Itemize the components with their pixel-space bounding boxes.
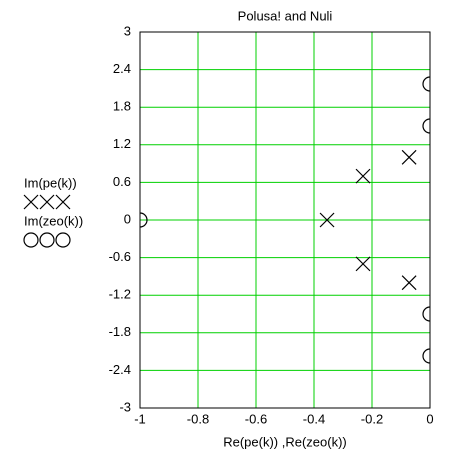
x-tick-label: -1 xyxy=(134,411,146,426)
x-marker xyxy=(401,149,417,165)
y-tick-label: -3 xyxy=(119,399,131,414)
marks xyxy=(140,76,430,364)
legend-label: Im(pe(k)) xyxy=(24,175,77,190)
y-tick-label: -1.2 xyxy=(109,287,131,302)
y-tick-label: 0 xyxy=(124,211,131,226)
x-marker xyxy=(23,194,39,210)
x-marker xyxy=(319,212,335,228)
y-tick-label: 2.4 xyxy=(113,61,131,76)
o-marker xyxy=(422,118,430,134)
x-marker xyxy=(39,194,55,210)
y-tick-label: -0.6 xyxy=(109,249,131,264)
y-tick-label: 1.2 xyxy=(113,136,131,151)
o-marker xyxy=(422,76,430,92)
x-tick-label: -0.6 xyxy=(245,411,267,426)
o-marker xyxy=(140,212,148,228)
x-marker xyxy=(55,194,71,210)
y-tick-label: 3 xyxy=(124,23,131,38)
x-tick-label: 0 xyxy=(426,411,433,426)
x-marker xyxy=(355,168,371,184)
grid xyxy=(139,31,431,409)
x-axis-label: Re(pe(k)) ,Re(zeo(k)) xyxy=(223,434,347,449)
o-marker xyxy=(422,306,430,322)
x-marker xyxy=(355,256,371,272)
y-tick-label: -2.4 xyxy=(109,362,131,377)
x-tick-label: -0.4 xyxy=(303,411,325,426)
x-marker xyxy=(401,275,417,291)
o-marker xyxy=(23,232,39,248)
y-tick-label: 1.8 xyxy=(113,99,131,114)
plot-frame xyxy=(139,31,431,409)
o-marker xyxy=(55,232,71,248)
x-tick-label: -0.8 xyxy=(187,411,209,426)
x-tick-label: -0.2 xyxy=(361,411,383,426)
y-tick-label: 0.6 xyxy=(113,174,131,189)
chart-title: Polusa! and Nuli xyxy=(238,8,333,23)
o-marker xyxy=(422,348,430,364)
y-tick-label: -1.8 xyxy=(109,324,131,339)
legend-label: Im(zeo(k)) xyxy=(24,213,83,228)
o-marker xyxy=(39,232,55,248)
